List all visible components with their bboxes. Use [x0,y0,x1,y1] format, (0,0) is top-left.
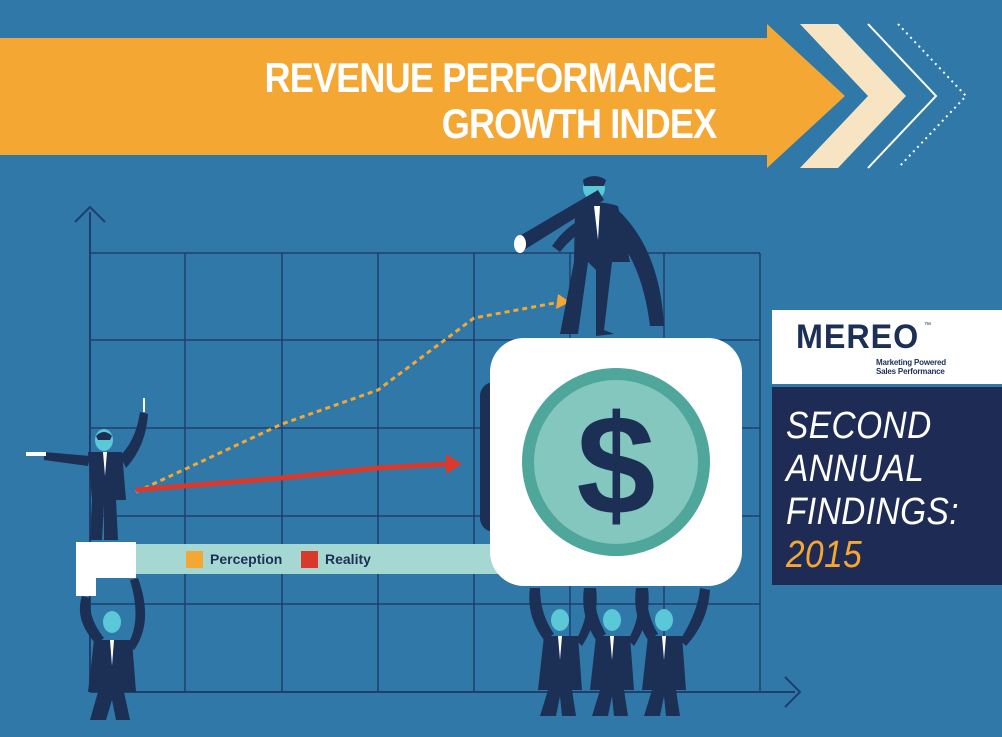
dollar-coin-icon [480,338,742,586]
legend-item-reality: Reality [301,548,371,570]
findings-line3: FINDINGS: [786,491,960,533]
legend-item-perception: Perception [186,548,282,570]
businessman-lifting-icon [79,578,146,720]
businessman-with-telescope-icon [514,176,664,336]
perception-arrowhead-icon [556,294,570,309]
businessmen-lifting-group-icon [529,588,710,716]
findings-line1: SECOND [786,405,932,447]
legend-label-perception: Perception [210,551,283,567]
findings-line2: ANNUAL [786,448,925,490]
reality-swatch [301,550,318,568]
findings-panel: SECOND ANNUAL FINDINGS: 2015 [772,387,1002,585]
reality-trend-line [135,461,449,493]
businessman-pointing-icon [26,398,148,540]
legend-label-reality: Reality [325,551,371,567]
banner-title-line2: GROWTH INDEX [441,100,716,147]
dollar-symbol: $ [577,386,656,545]
logo-tagline-line1: Marketing Powered [876,358,946,367]
findings-year: 2015 [786,534,863,576]
logo-trademark: ™ [924,322,931,329]
perception-trend-line [135,300,561,494]
logo-tagline-line2: Sales Performance [876,367,945,376]
logo-wordmark: MEREO [796,318,920,356]
chevron-decoration-icon [800,23,968,169]
title-banner [0,24,845,168]
reality-arrowhead-icon [446,454,462,474]
legend-bar [80,544,510,574]
perception-swatch [186,550,203,568]
logo-panel: MEREO ™ Marketing Powered Sales Performa… [772,310,1002,384]
banner-title-line1: REVENUE PERFORMANCE [264,54,717,101]
chart-grid [90,252,761,692]
legend-bar-end [76,542,136,596]
